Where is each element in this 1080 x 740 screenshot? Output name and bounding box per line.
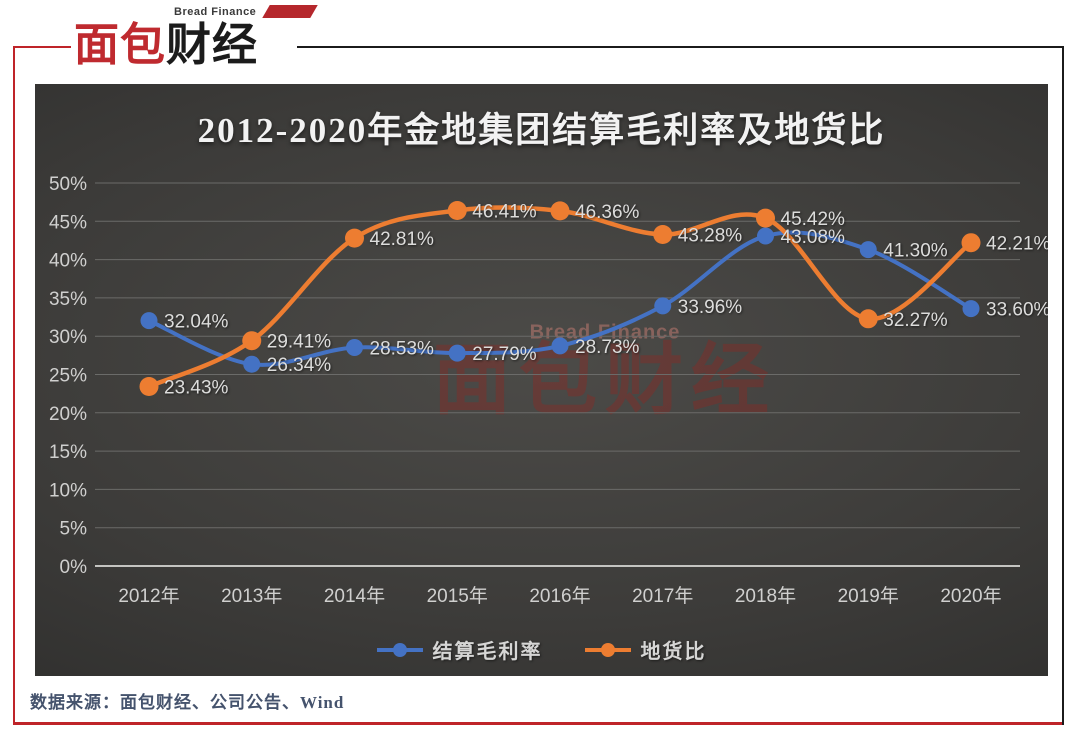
legend: 结算毛利率 地货比: [35, 635, 1048, 664]
gridlines: [95, 182, 1020, 567]
brand-logo-en-text: Bread Finance: [174, 5, 257, 18]
data-point-label: 43.08%: [781, 227, 846, 248]
data-point: [551, 337, 569, 355]
x-tick-label: 2013年: [221, 585, 282, 607]
brand-flag-icon: [262, 5, 319, 18]
line-plot: 0%5%10%15%20%25%30%35%40%45%50% 2012年 201…: [49, 174, 1048, 607]
data-point: [139, 377, 159, 396]
data-point-labels: 32.04% 26.34% 28.53% 27.79% 28.73% 33.96% 43.0…: [164, 202, 1048, 399]
data-point: [346, 339, 363, 356]
data-point-label: 32.04%: [164, 312, 229, 333]
chart-canvas: Bread Finance 面包财经 0% 5% 10% 15% 20% 25% 30% 35…: [35, 84, 1048, 676]
data-point: [448, 344, 466, 362]
x-tick-label: 2018年: [735, 585, 796, 607]
y-tick-label: 20%: [49, 404, 87, 425]
chart-title: 2012-2020年金地集团结算毛利率及地货比: [197, 111, 886, 150]
brand-logo-cn-text: 面包财经: [74, 20, 314, 70]
y-tick-label: 45%: [49, 212, 87, 233]
data-point-label: 23.43%: [164, 378, 229, 399]
x-tick-label: 2016年: [529, 585, 590, 607]
legend-marker-icon: [584, 642, 631, 657]
legend-label: 地货比: [640, 641, 707, 663]
data-point-label: 28.73%: [575, 337, 640, 358]
brand-logo-cn-red: 面包: [74, 18, 167, 71]
y-tick-label: 5%: [60, 519, 88, 540]
data-point-label: 46.36%: [575, 202, 640, 223]
brand-logo-tagline-row: Bread Finance: [174, 3, 319, 20]
data-point: [242, 331, 262, 351]
data-point-label: 33.60%: [986, 300, 1048, 321]
frame-border-top-right: [297, 46, 1064, 48]
data-point: [243, 355, 261, 373]
y-tick-label: 35%: [49, 289, 87, 310]
legend-marker-dot: [600, 642, 615, 657]
data-point-label: 46.41%: [472, 202, 537, 223]
frame-border-bottom: [13, 722, 1064, 725]
data-point-label: 29.41%: [267, 332, 332, 353]
source-note: 数据来源：面包财经、公司公告、Wind: [30, 693, 345, 712]
data-point: [653, 225, 673, 244]
x-tick-label: 2012年: [118, 585, 179, 607]
data-point-label: 28.53%: [370, 339, 435, 360]
frame-border-left: [13, 46, 15, 724]
data-point: [345, 228, 364, 248]
y-tick-label: 30%: [49, 327, 87, 348]
data-point-label: 42.21%: [986, 234, 1048, 255]
brand-logo: Bread Finance 面包财经: [74, 3, 319, 70]
x-tick-label: 2014年: [324, 585, 385, 607]
data-point: [757, 227, 774, 245]
series-markers: [139, 201, 981, 396]
data-point-label: 27.79%: [472, 344, 537, 365]
x-tick-label: 2019年: [838, 585, 899, 607]
legend-marker-dot: [392, 642, 407, 657]
x-axis-tick-labels: 2012年 2013年 2014年 2015年 2016年 2017年 2018年 2019年…: [118, 585, 1001, 607]
legend-label: 结算毛利率: [432, 641, 543, 663]
frame-border-top-left: [13, 46, 71, 48]
x-tick-label: 2017年: [632, 585, 693, 607]
data-point-label: 32.27%: [883, 310, 948, 331]
data-point-label: 26.34%: [267, 355, 332, 376]
x-tick-label: 2020年: [940, 585, 1001, 607]
data-point-label: 42.81%: [370, 229, 435, 250]
brand-logo-cn-black: 财经: [166, 18, 259, 71]
y-tick-label: 25%: [49, 366, 87, 387]
legend-item: 地货比: [584, 635, 707, 664]
data-point: [859, 241, 877, 259]
y-tick-label: 10%: [49, 480, 87, 501]
data-point: [654, 297, 672, 315]
y-tick-label: 15%: [49, 442, 87, 463]
data-point-label: 43.28%: [678, 226, 743, 247]
data-point: [962, 300, 980, 318]
data-point: [140, 312, 158, 330]
data-point: [858, 309, 878, 329]
data-point-label: 41.30%: [883, 241, 948, 262]
data-point: [447, 201, 467, 220]
legend-marker-icon: [376, 642, 423, 657]
x-tick-label: 2015年: [427, 585, 488, 607]
legend-item: 结算毛利率: [376, 635, 543, 664]
y-tick-label: 40%: [49, 251, 87, 272]
data-point-label: 33.96%: [678, 297, 743, 318]
y-tick-label: 50%: [49, 174, 87, 195]
y-axis-tick-labels: 0% 5% 10% 15% 20% 25% 30% 35% 40% 45% 50%: [49, 174, 87, 578]
data-point-label: 45.42%: [781, 209, 846, 230]
data-point: [756, 208, 775, 228]
frame-border-right: [1062, 46, 1064, 725]
data-point: [550, 201, 570, 221]
y-tick-label: 0%: [60, 557, 88, 578]
data-point: [961, 233, 981, 253]
